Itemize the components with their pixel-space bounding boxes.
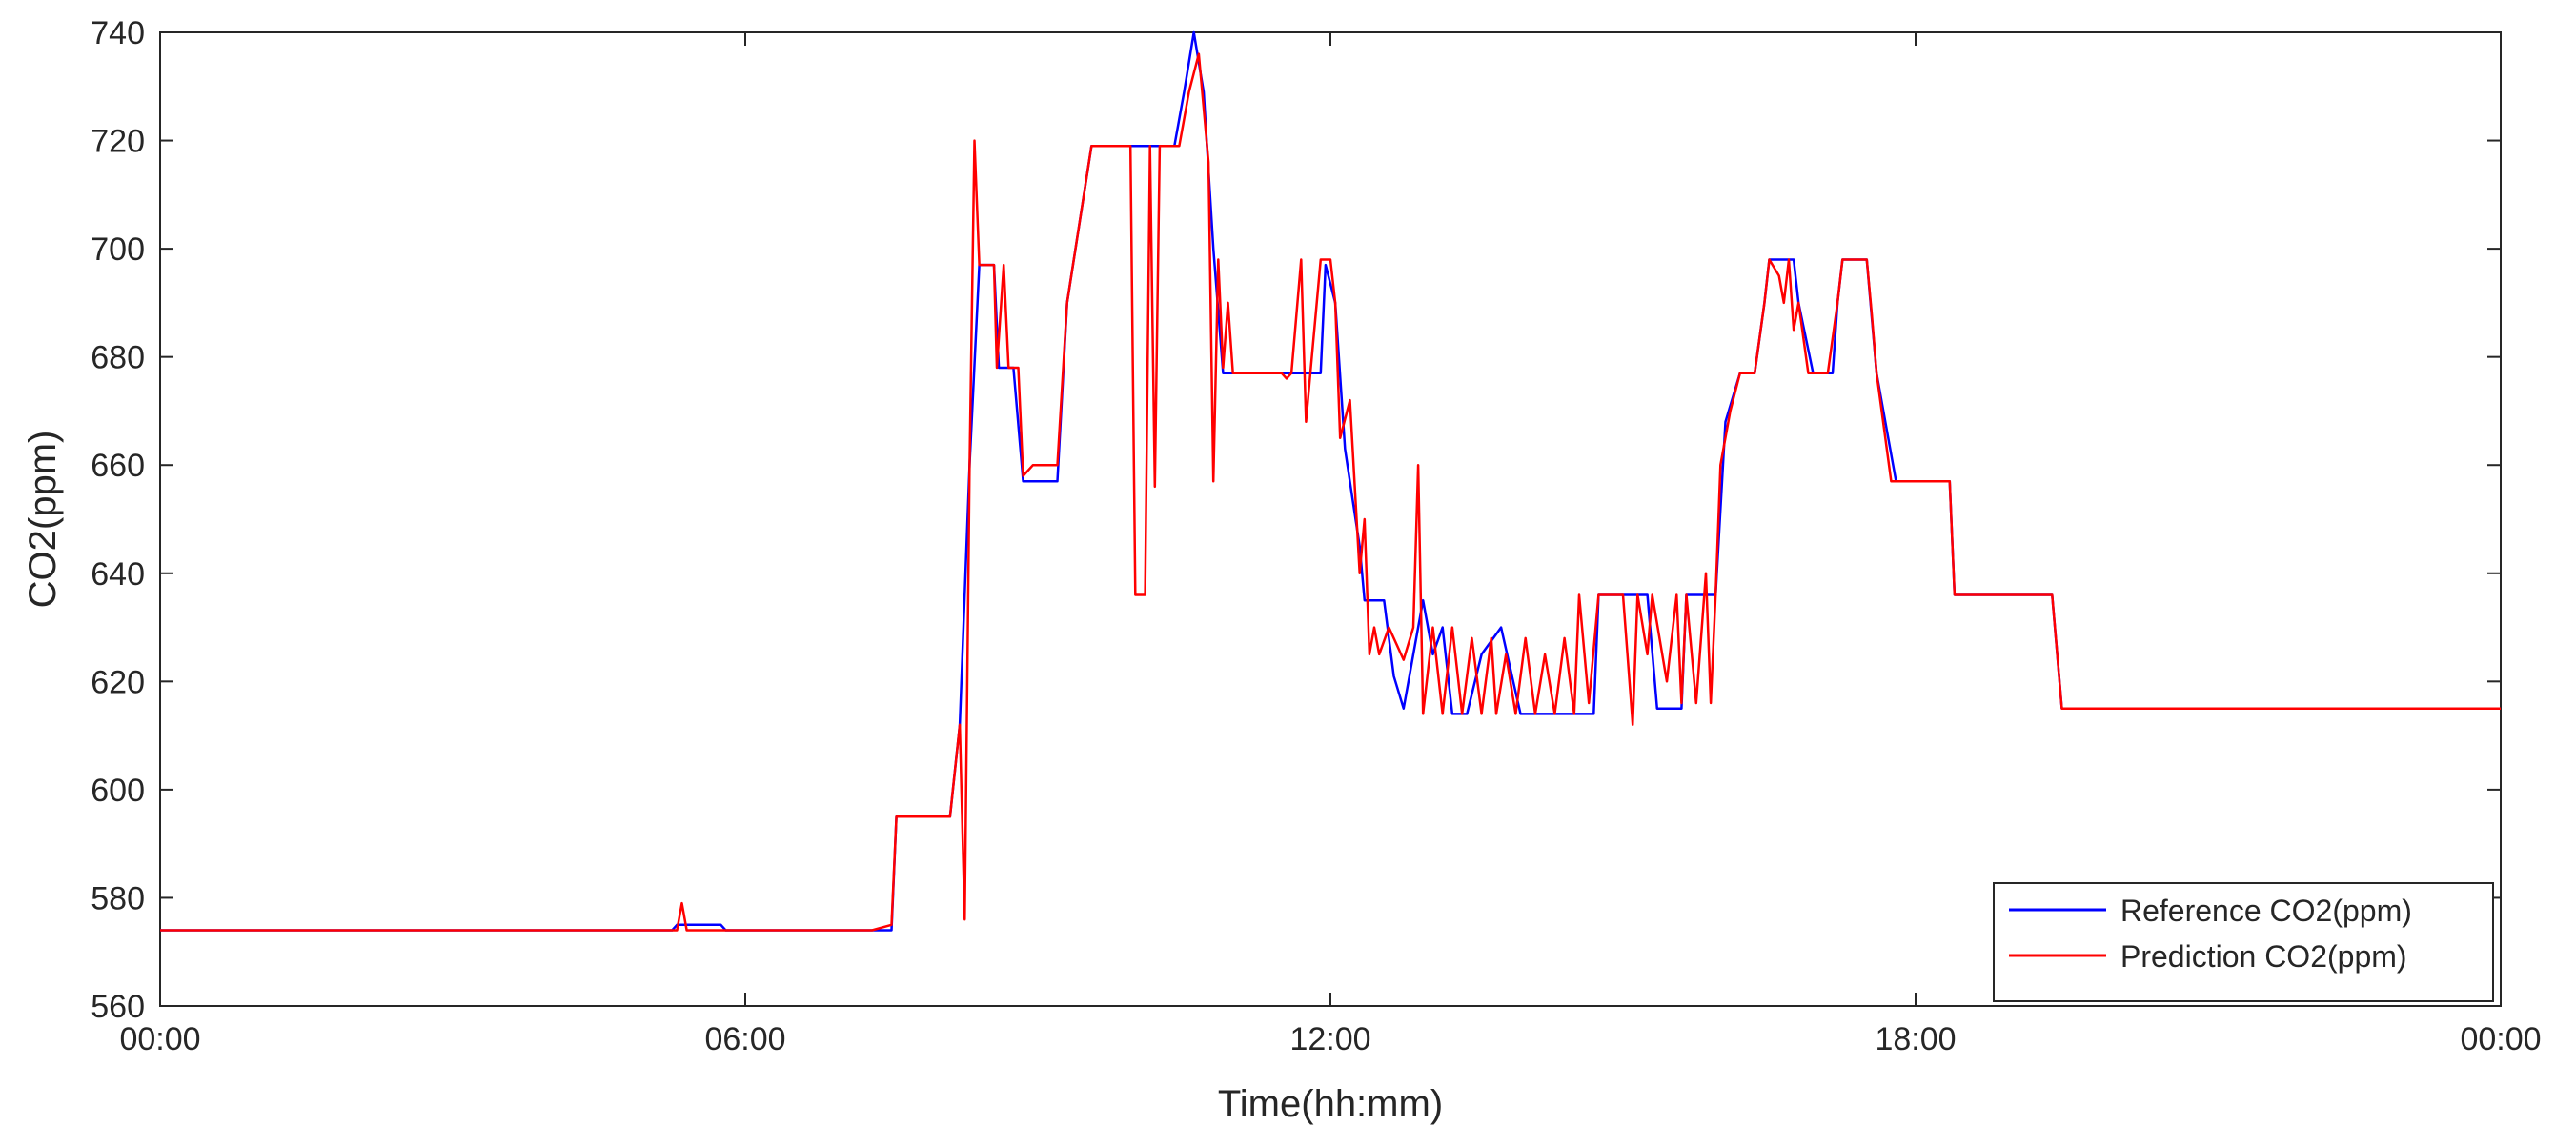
x-tick-label: 18:00 [1875, 1021, 1956, 1057]
x-axis-ticks: 00:00 06:00 12:00 18:00 00:00 [119, 32, 2542, 1057]
y-tick-label: 680 [91, 340, 145, 376]
y-tick-label: 740 [91, 15, 145, 51]
y-axis-ticks: 560 580 600 620 640 660 680 700 720 740 [91, 15, 2501, 1025]
x-tick-label: 00:00 [119, 1021, 200, 1057]
x-tick-label: 00:00 [2460, 1021, 2541, 1057]
y-tick-label: 720 [91, 124, 145, 160]
legend-label-prediction: Prediction CO2(ppm) [2120, 939, 2407, 974]
x-tick-label: 06:00 [704, 1021, 785, 1057]
y-tick-label: 660 [91, 448, 145, 484]
legend: Reference CO2(ppm) Prediction CO2(ppm) [1993, 882, 2494, 1002]
series-line-prediction [160, 52, 2501, 932]
plot-area [159, 31, 2502, 1007]
series-lines [160, 30, 2501, 932]
x-axis-label: Time(hh:mm) [1218, 1083, 1443, 1125]
y-tick-label: 560 [91, 989, 145, 1025]
legend-label-reference: Reference CO2(ppm) [2120, 894, 2412, 928]
y-tick-label: 580 [91, 880, 145, 916]
x-tick-label: 12:00 [1289, 1021, 1370, 1057]
y-tick-label: 620 [91, 664, 145, 700]
legend-box [1993, 882, 2494, 1002]
y-tick-label: 600 [91, 773, 145, 809]
y-axis-label: CO2(ppm) [22, 431, 64, 609]
y-tick-label: 640 [91, 556, 145, 593]
y-tick-label: 700 [91, 231, 145, 268]
